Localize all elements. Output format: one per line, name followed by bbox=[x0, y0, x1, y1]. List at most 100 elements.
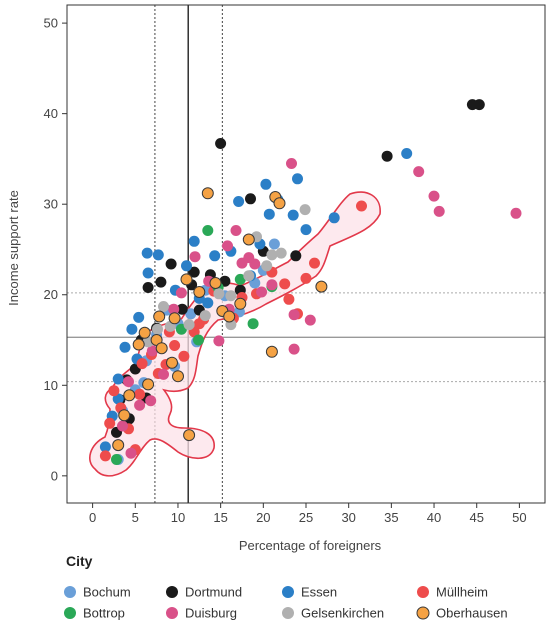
legend-marker bbox=[166, 607, 178, 619]
legend-marker bbox=[64, 586, 76, 598]
data-point bbox=[202, 225, 214, 236]
data-point bbox=[268, 238, 280, 250]
legend-item-essen: Essen bbox=[282, 585, 337, 600]
data-point bbox=[172, 370, 184, 383]
data-point bbox=[209, 277, 222, 289]
legend-marker bbox=[417, 586, 429, 598]
legend-item-dortmund: Dortmund bbox=[166, 585, 242, 600]
data-point bbox=[99, 441, 111, 453]
data-point bbox=[215, 138, 227, 149]
legend-item-müllheim: Müllheim bbox=[417, 585, 488, 600]
y-tick-label: 30 bbox=[44, 197, 58, 212]
legend-label: Essen bbox=[301, 585, 337, 600]
x-tick-label: 30 bbox=[341, 510, 355, 525]
data-point bbox=[134, 388, 146, 400]
data-point bbox=[112, 439, 125, 452]
legend-label: Oberhausen bbox=[436, 606, 508, 621]
data-point bbox=[188, 235, 200, 247]
data-point bbox=[185, 308, 197, 320]
data-point bbox=[413, 166, 425, 178]
data-points bbox=[99, 99, 522, 465]
data-point bbox=[145, 395, 157, 407]
data-point bbox=[286, 158, 297, 169]
legend-item-bochum: Bochum bbox=[64, 585, 131, 600]
legend-marker bbox=[282, 586, 294, 598]
data-point bbox=[199, 310, 211, 322]
data-point bbox=[328, 212, 340, 224]
data-point bbox=[123, 389, 136, 402]
data-point bbox=[123, 376, 134, 388]
data-point bbox=[183, 429, 196, 442]
legend-marker bbox=[166, 586, 178, 598]
series-essen bbox=[99, 148, 413, 453]
data-point bbox=[230, 225, 242, 236]
data-point bbox=[104, 417, 116, 429]
legend-item-bottrop: Bottrop bbox=[64, 606, 125, 621]
x-tick-label: 45 bbox=[469, 510, 483, 525]
data-point bbox=[288, 309, 300, 321]
data-point bbox=[225, 290, 237, 302]
data-point bbox=[136, 358, 148, 370]
data-point bbox=[247, 318, 259, 330]
legend-label: Duisburg bbox=[185, 606, 237, 621]
data-point bbox=[189, 251, 201, 263]
data-point bbox=[213, 335, 225, 347]
data-point bbox=[117, 420, 128, 432]
series-oberhausen bbox=[112, 187, 328, 452]
x-axis-label: Percentage of foreigners bbox=[239, 538, 382, 553]
data-point bbox=[193, 318, 205, 330]
series-gelsenkirchen bbox=[142, 204, 311, 348]
legend-marker bbox=[282, 607, 294, 619]
legend-item-gelsenkirchen: Gelsenkirchen bbox=[282, 606, 384, 621]
data-point bbox=[155, 342, 168, 355]
x-tick-label: 40 bbox=[427, 510, 441, 525]
data-point bbox=[299, 204, 311, 216]
x-tick-label: 15 bbox=[213, 510, 227, 525]
data-point bbox=[125, 447, 137, 459]
data-point bbox=[146, 345, 158, 357]
data-point bbox=[180, 273, 193, 286]
data-point bbox=[138, 326, 151, 339]
data-point bbox=[473, 99, 485, 111]
data-point bbox=[266, 279, 278, 291]
legend-label: Gelsenkirchen bbox=[301, 606, 384, 621]
data-point bbox=[158, 368, 169, 380]
data-point bbox=[279, 278, 291, 290]
data-point bbox=[152, 249, 164, 261]
data-point bbox=[193, 286, 206, 298]
data-point bbox=[118, 409, 131, 422]
data-point bbox=[315, 280, 328, 293]
data-point bbox=[242, 233, 255, 246]
data-point bbox=[234, 273, 246, 285]
legend-label: Bochum bbox=[83, 585, 131, 600]
x-tick-label: 35 bbox=[384, 510, 398, 525]
legend-marker bbox=[64, 607, 76, 619]
data-point bbox=[181, 260, 192, 272]
data-point bbox=[166, 356, 178, 369]
y-tick-label: 40 bbox=[44, 106, 58, 121]
data-point bbox=[193, 334, 204, 346]
data-point bbox=[133, 311, 145, 323]
data-point bbox=[428, 190, 440, 202]
x-tick-label: 10 bbox=[171, 510, 185, 525]
data-point bbox=[273, 197, 286, 210]
data-point bbox=[292, 173, 303, 185]
data-point bbox=[134, 399, 146, 411]
data-point bbox=[108, 385, 120, 397]
data-point bbox=[266, 249, 278, 261]
legend-marker bbox=[416, 606, 430, 620]
data-point bbox=[288, 343, 300, 355]
data-point bbox=[401, 148, 413, 159]
data-point bbox=[158, 301, 169, 312]
data-point bbox=[209, 250, 221, 262]
data-point bbox=[381, 150, 393, 162]
data-point bbox=[112, 393, 124, 405]
y-tick-label: 50 bbox=[44, 16, 58, 31]
data-point bbox=[356, 200, 367, 212]
data-point bbox=[168, 303, 180, 315]
data-point bbox=[141, 247, 153, 259]
series-duisburg bbox=[117, 158, 522, 459]
data-point bbox=[275, 247, 287, 259]
legend-item-oberhausen: Oberhausen bbox=[416, 606, 508, 621]
